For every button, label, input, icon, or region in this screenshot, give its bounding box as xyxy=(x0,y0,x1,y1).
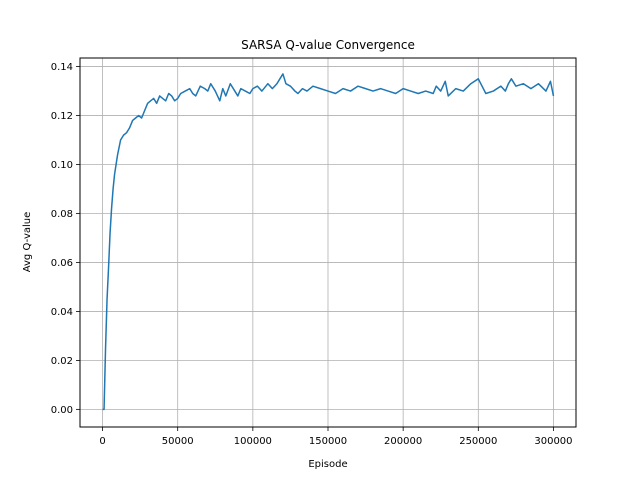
y-tick-label: 0.04 xyxy=(51,307,73,318)
y-tick-label: 0.06 xyxy=(51,258,73,269)
x-axis-ticks: 0 50000 100000 150000 200000 250000 300000 xyxy=(99,427,573,447)
y-tick-label: 0.14 xyxy=(51,62,73,73)
y-tick-label: 0.00 xyxy=(51,405,73,416)
chart-title: SARSA Q-value Convergence xyxy=(241,38,415,52)
x-tick-label: 250000 xyxy=(459,436,497,447)
series-line xyxy=(102,73,555,411)
x-tick-label: 0 xyxy=(99,436,105,447)
y-tick-label: 0.02 xyxy=(51,356,73,367)
x-tick-label: 200000 xyxy=(384,436,422,447)
y-tick-label: 0.10 xyxy=(51,160,73,171)
x-tick-label: 100000 xyxy=(234,436,272,447)
x-tick-label: 50000 xyxy=(162,436,194,447)
series-layer xyxy=(102,73,555,411)
x-tick-label: 300000 xyxy=(534,436,572,447)
y-axis-ticks: 0.00 0.02 0.04 0.06 0.08 0.10 0.12 0.14 xyxy=(51,62,80,416)
y-axis-label: Avg Q-value xyxy=(22,212,33,273)
x-tick-label: 150000 xyxy=(309,436,347,447)
grid xyxy=(80,58,576,427)
x-axis-label: Episode xyxy=(308,459,347,470)
y-tick-label: 0.12 xyxy=(51,111,73,122)
y-tick-label: 0.08 xyxy=(51,209,73,220)
